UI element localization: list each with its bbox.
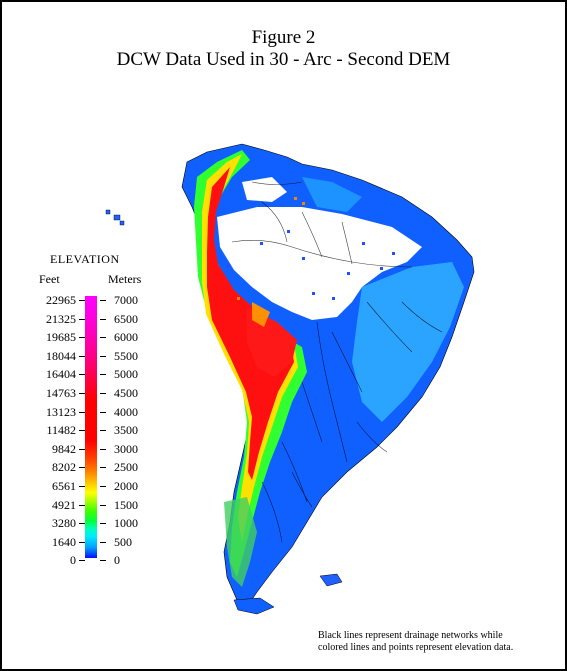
tick-mark-left <box>79 541 85 543</box>
feet-tick-label: 11482 <box>46 423 76 438</box>
feet-tick-label: 21325 <box>46 311 76 326</box>
tick-mark-left <box>79 448 85 450</box>
feet-tick-label: 13123 <box>46 404 76 419</box>
tick-mark-left <box>79 523 85 525</box>
legend-tick-row: 4921 1500 <box>22 498 152 512</box>
tick-mark-left <box>79 393 85 394</box>
legend-tick-row: 11482 3500 <box>22 423 152 437</box>
tick-mark-left <box>79 374 85 376</box>
meters-tick-label: 4000 <box>114 404 138 419</box>
meters-tick-label: 6500 <box>114 311 138 326</box>
tick-mark-right <box>100 355 106 357</box>
legend-tick-row: 19685 6000 <box>22 330 152 344</box>
legend-tick-row: 9842 3000 <box>22 442 152 456</box>
brazilian-highlands <box>352 262 464 422</box>
feet-tick-label: 8202 <box>52 460 76 475</box>
legend-title: ELEVATION <box>50 252 120 266</box>
feet-tick-label: 6561 <box>52 479 76 493</box>
patagonia-green <box>224 497 257 587</box>
meters-tick-label: 7000 <box>114 293 138 307</box>
tick-mark-left <box>79 411 85 413</box>
feet-tick-label: 18044 <box>46 348 76 363</box>
caption-line-1: Black lines represent drainage networks … <box>318 630 503 641</box>
tick-mark-right <box>100 374 106 376</box>
guiana-highlands <box>302 177 362 212</box>
feet-tick-label: 22965 <box>46 293 76 307</box>
meters-tick-label: 1500 <box>114 497 138 512</box>
legend-tick-row: 16404 5000 <box>22 367 152 381</box>
galapagos-islands <box>105 209 125 226</box>
meters-tick-label: 2000 <box>114 479 138 493</box>
legend-tick-row: 1640 500 <box>22 535 152 549</box>
legend-tick-row: 13123 4000 <box>22 405 152 419</box>
tierra-del-fuego <box>233 597 275 615</box>
meters-tick-label: 500 <box>114 534 132 549</box>
feet-tick-label: 4921 <box>52 497 76 512</box>
feet-tick-label: 1640 <box>52 534 76 549</box>
meters-header: Meters <box>108 272 142 286</box>
altiplano-orange <box>252 302 270 327</box>
legend-tick-row: 21325 6500 <box>22 312 152 326</box>
amazon-data-points <box>227 230 395 300</box>
legend-tick-row: 8202 2500 <box>22 460 152 474</box>
tick-mark-right <box>100 430 106 432</box>
meters-tick-label: 5500 <box>114 348 138 363</box>
caption-line-2: colored lines and points represent eleva… <box>318 642 514 653</box>
tick-mark-right <box>100 318 106 320</box>
legend-tick-row: 3280 1000 <box>22 516 152 530</box>
tick-mark-right <box>100 300 106 301</box>
figure-title: Figure 2 <box>251 27 316 48</box>
caption: Black lines represent drainage networks … <box>318 630 558 654</box>
legend-tick-row: 6561 2000 <box>22 479 152 493</box>
meters-tick-label: 2500 <box>114 460 138 475</box>
falkland-islands <box>319 573 343 587</box>
tick-mark-left <box>79 337 85 339</box>
feet-tick-label: 0 <box>70 553 76 568</box>
feet-tick-label: 3280 <box>52 516 76 531</box>
tick-mark-right <box>100 486 106 487</box>
tick-mark-right <box>100 411 106 413</box>
feet-tick-label: 9842 <box>52 441 76 456</box>
feet-tick-label: 19685 <box>46 330 76 345</box>
feet-tick-label: 14763 <box>46 386 76 400</box>
tick-mark-left <box>79 486 85 487</box>
tick-mark-right <box>100 560 106 562</box>
meters-tick-label: 1000 <box>114 516 138 531</box>
legend-tick-row: 14763 4500 <box>22 386 152 400</box>
meters-tick-label: 4500 <box>114 386 138 400</box>
feet-header: Feet <box>39 272 60 286</box>
tick-mark-right <box>100 467 106 469</box>
legend-tick-row: 18044 5500 <box>22 349 152 363</box>
meters-tick-label: 3000 <box>114 441 138 456</box>
meters-tick-label: 5000 <box>114 367 138 382</box>
tick-mark-left <box>79 430 85 432</box>
tick-mark-left <box>79 504 85 506</box>
figure-subtitle: DCW Data Used in 30 - Arc - Second DEM <box>116 49 451 70</box>
tick-mark-left <box>79 318 85 320</box>
feet-tick-label: 16404 <box>46 367 76 382</box>
tick-mark-left <box>79 560 85 562</box>
drainage-network <box>231 181 443 543</box>
elevation-colorbar <box>85 296 97 558</box>
altiplano-red <box>247 307 297 377</box>
tick-mark-left <box>79 355 85 357</box>
tick-mark-right <box>100 523 106 525</box>
meters-tick-label: 6000 <box>114 330 138 345</box>
tick-mark-right <box>100 337 106 339</box>
legend-tick-row: 22965 7000 <box>22 293 152 307</box>
meters-tick-label: 3500 <box>114 423 138 438</box>
tick-mark-left <box>79 300 85 301</box>
tick-mark-right <box>100 541 106 543</box>
tick-mark-right <box>100 448 106 450</box>
meters-tick-label: 0 <box>114 553 120 568</box>
tick-mark-left <box>79 467 85 469</box>
tick-mark-right <box>100 393 106 394</box>
amazon-no-data <box>217 207 422 320</box>
tick-mark-right <box>100 504 106 506</box>
orange-data-points <box>237 197 305 300</box>
llanos-no-data <box>242 177 287 202</box>
